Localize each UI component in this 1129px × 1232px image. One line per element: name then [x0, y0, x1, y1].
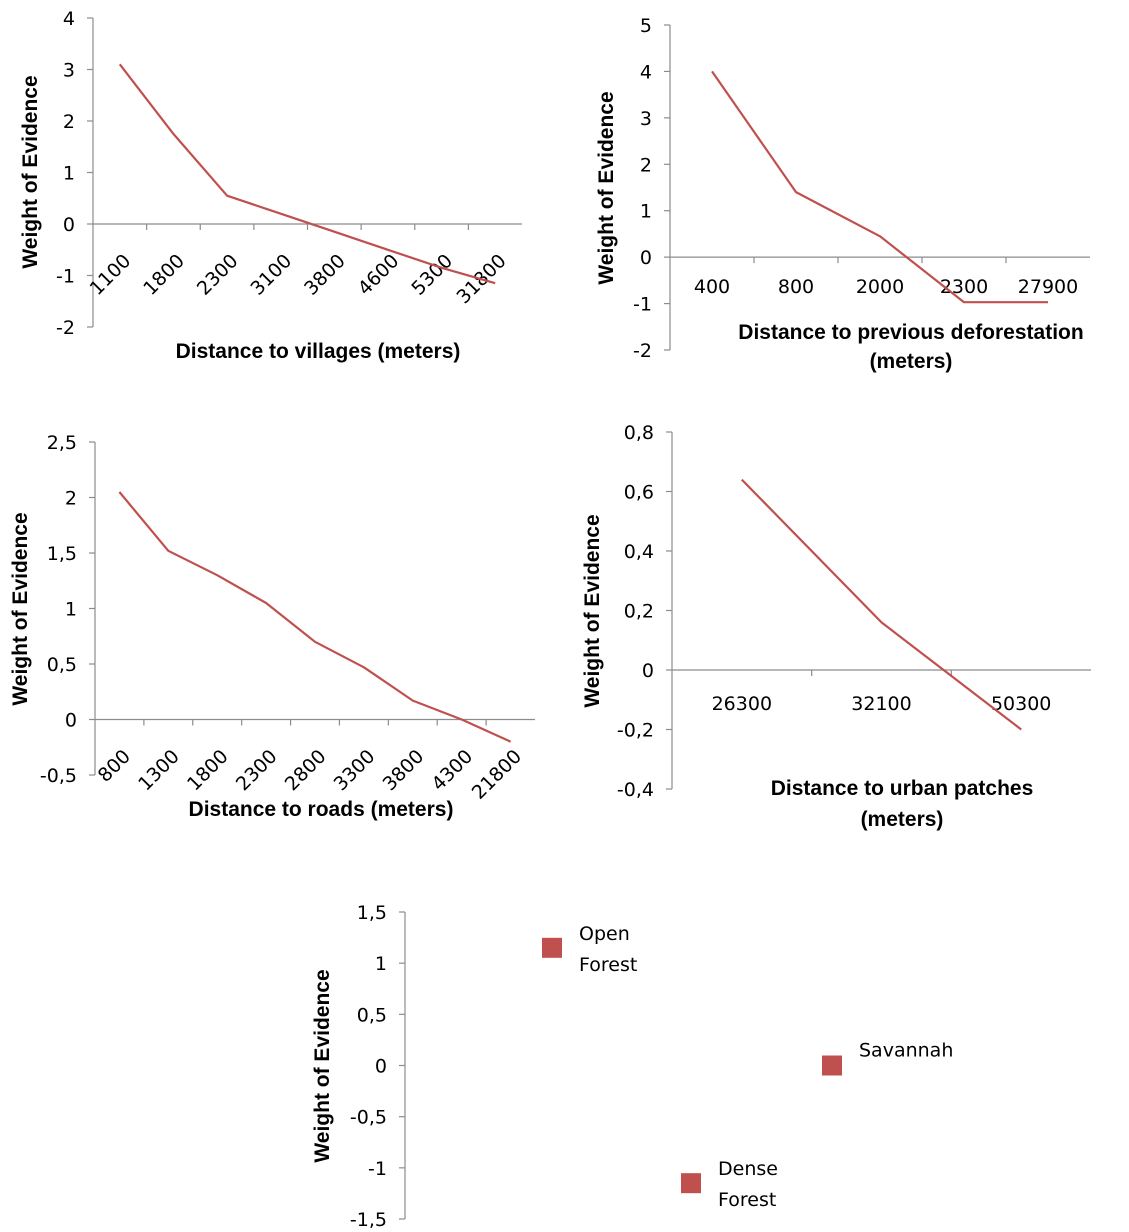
- x-tick-label: 800: [94, 745, 135, 786]
- y-tick-label: 3: [63, 60, 75, 82]
- y-tick-label: 1,5: [47, 543, 77, 565]
- y-tick-label: -0,5: [350, 1107, 387, 1129]
- chart-distance-to-urban-patches: -0,4 -0,2 0 0,2 0,4 0,6 0,8 Weight of Evidence 2…: [581, 422, 1091, 831]
- x-tick-label: 2300: [940, 276, 988, 298]
- x-tick-label: 3800: [300, 250, 350, 300]
- y-tick-label: -0,5: [40, 765, 77, 787]
- y-tick-label: 1: [375, 953, 387, 975]
- y-tick-label: 0,5: [357, 1004, 387, 1026]
- y-tick-label: 0: [640, 247, 652, 269]
- x-axis-title: (meters): [870, 350, 953, 373]
- x-tick-label: 1800: [183, 745, 233, 795]
- y-tick-label: -1,5: [350, 1209, 387, 1231]
- x-tick-label: 26300: [712, 693, 772, 715]
- x-axis-title: Distance to roads (meters): [189, 798, 454, 821]
- point-label: Open: [579, 923, 630, 945]
- y-tick-label: 0: [642, 660, 654, 682]
- x-tick-label: 21800: [468, 745, 526, 803]
- y-tick-label: 3: [640, 108, 652, 130]
- y-tick-label: 4: [640, 61, 652, 83]
- x-tick-label: 3300: [330, 745, 380, 795]
- scatter-point: [822, 1055, 842, 1076]
- y-tick-label: 0: [63, 214, 75, 236]
- x-tick-label: 1300: [134, 745, 184, 795]
- y-tick-label: 2: [63, 111, 75, 133]
- y-tick-label: 0,8: [624, 422, 654, 444]
- series-line: [741, 478, 1022, 731]
- x-tick-label: 2800: [281, 745, 331, 795]
- y-tick-label: 0,4: [624, 541, 654, 563]
- y-axis-title: Weight of Evidence: [311, 969, 334, 1162]
- point-label: Forest: [718, 1189, 776, 1211]
- y-tick-label: 0: [65, 710, 77, 732]
- x-axis-title: Distance to villages (meters): [176, 340, 461, 363]
- y-tick-label: 1: [63, 163, 75, 185]
- x-tick-label: 3800: [379, 745, 429, 795]
- y-axis-title: Weight of Evidence: [581, 514, 604, 707]
- y-tick-label: 2: [65, 488, 77, 510]
- y-tick-label: 4: [63, 8, 75, 30]
- x-tick-label: 800: [778, 276, 814, 298]
- series-line: [118, 491, 512, 743]
- y-tick-label: -0,4: [617, 779, 654, 801]
- y-tick-label: 0: [375, 1056, 387, 1078]
- y-tick-label: 2: [640, 154, 652, 176]
- chart-land-cover-classes: -1,5 -1 -0,5 0 0,5 1 1,5 Weight of Evidence Open…: [311, 902, 953, 1231]
- x-tick-label: 1800: [139, 250, 189, 300]
- x-tick-label: 50300: [991, 693, 1051, 715]
- point-label: Forest: [579, 954, 637, 976]
- x-tick-label: 4600: [354, 250, 404, 300]
- y-axis-title: Weight of Evidence: [19, 75, 42, 268]
- y-axis-title: Weight of Evidence: [9, 512, 32, 705]
- y-axis-title: Weight of Evidence: [595, 91, 618, 284]
- x-axis-title: Distance to previous deforestation: [738, 321, 1083, 344]
- x-tick-label: 27900: [1018, 276, 1078, 298]
- x-axis-title: Distance to urban patches: [771, 777, 1034, 800]
- series-line: [711, 70, 1048, 304]
- x-tick-label: 5300: [407, 250, 457, 300]
- y-tick-label: -2: [56, 317, 75, 339]
- x-tick-label: 2300: [232, 745, 282, 795]
- y-tick-label: -1: [56, 266, 75, 288]
- x-axis-title: (meters): [861, 808, 944, 831]
- y-tick-label: -2: [633, 340, 652, 362]
- x-tick-label: 400: [694, 276, 730, 298]
- point-label: Savannah: [859, 1040, 953, 1062]
- y-tick-label: -1: [368, 1158, 387, 1180]
- scatter-point: [542, 937, 562, 958]
- x-tick-label: 2000: [856, 276, 904, 298]
- y-tick-label: 5: [640, 15, 652, 37]
- y-tick-label: 0,6: [624, 482, 654, 504]
- x-tick-label: 3100: [246, 250, 296, 300]
- y-tick-label: 1: [65, 599, 77, 621]
- chart-distance-to-previous-deforestation: -2 -1 0 1 2 3 4 5 Weight of Evidence 400 800 2000 23…: [595, 15, 1090, 373]
- y-tick-label: -0,2: [617, 720, 654, 742]
- scatter-point: [681, 1173, 701, 1194]
- y-tick-label: -1: [633, 294, 652, 316]
- chart-distance-to-roads: -0,5 0 0,5 1 1,5 2 2,5 Weight of Evidence 800 130…: [9, 432, 535, 821]
- point-label: Dense: [718, 1158, 778, 1180]
- series-line: [118, 63, 496, 285]
- y-tick-label: 0,2: [624, 601, 654, 623]
- y-tick-label: 0,5: [47, 654, 77, 676]
- x-tick-label: 32100: [851, 693, 911, 715]
- y-tick-label: 1,5: [357, 902, 387, 924]
- y-tick-label: 1: [640, 201, 652, 223]
- x-tick-label: 2300: [193, 250, 243, 300]
- y-tick-label: 2,5: [47, 432, 77, 454]
